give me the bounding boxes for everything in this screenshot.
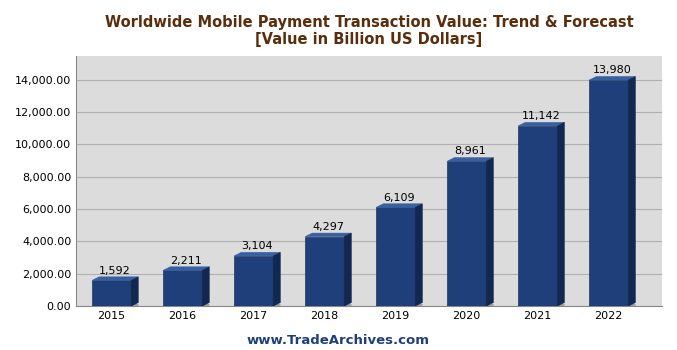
Polygon shape [274,252,280,306]
Text: 4,297: 4,297 [312,222,344,232]
Text: 11,142: 11,142 [522,111,561,121]
Polygon shape [518,305,565,306]
Text: 13,980: 13,980 [593,65,632,75]
Bar [305,237,344,306]
Polygon shape [202,267,209,306]
Polygon shape [131,277,138,306]
Bar [234,256,274,306]
Polygon shape [163,267,209,271]
Polygon shape [376,305,422,306]
Polygon shape [305,233,351,237]
Bar [92,280,131,306]
Bar [376,207,415,306]
Polygon shape [234,252,280,256]
Text: www.TradeArchives.com: www.TradeArchives.com [247,334,430,346]
Polygon shape [163,305,209,306]
Polygon shape [305,305,351,306]
Polygon shape [518,122,565,126]
Bar [518,126,557,306]
Polygon shape [589,77,636,80]
Polygon shape [376,204,422,207]
Polygon shape [92,277,138,280]
Bar [163,271,202,306]
Polygon shape [628,77,636,306]
Text: 3,104: 3,104 [242,241,273,251]
Polygon shape [234,305,280,306]
Polygon shape [557,122,565,306]
Bar [447,161,486,306]
Polygon shape [344,233,351,306]
Text: 2,211: 2,211 [171,256,202,266]
Title: Worldwide Mobile Payment Transaction Value: Trend & Forecast
[Value in Billion U: Worldwide Mobile Payment Transaction Val… [105,15,634,47]
Polygon shape [415,204,422,306]
Text: 1,592: 1,592 [100,266,131,275]
Text: 6,109: 6,109 [383,193,415,203]
Polygon shape [589,305,636,306]
Polygon shape [486,158,494,306]
Polygon shape [447,305,494,306]
Text: 8,961: 8,961 [454,146,486,156]
Polygon shape [92,305,138,306]
Bar [589,80,628,306]
Polygon shape [447,158,494,161]
